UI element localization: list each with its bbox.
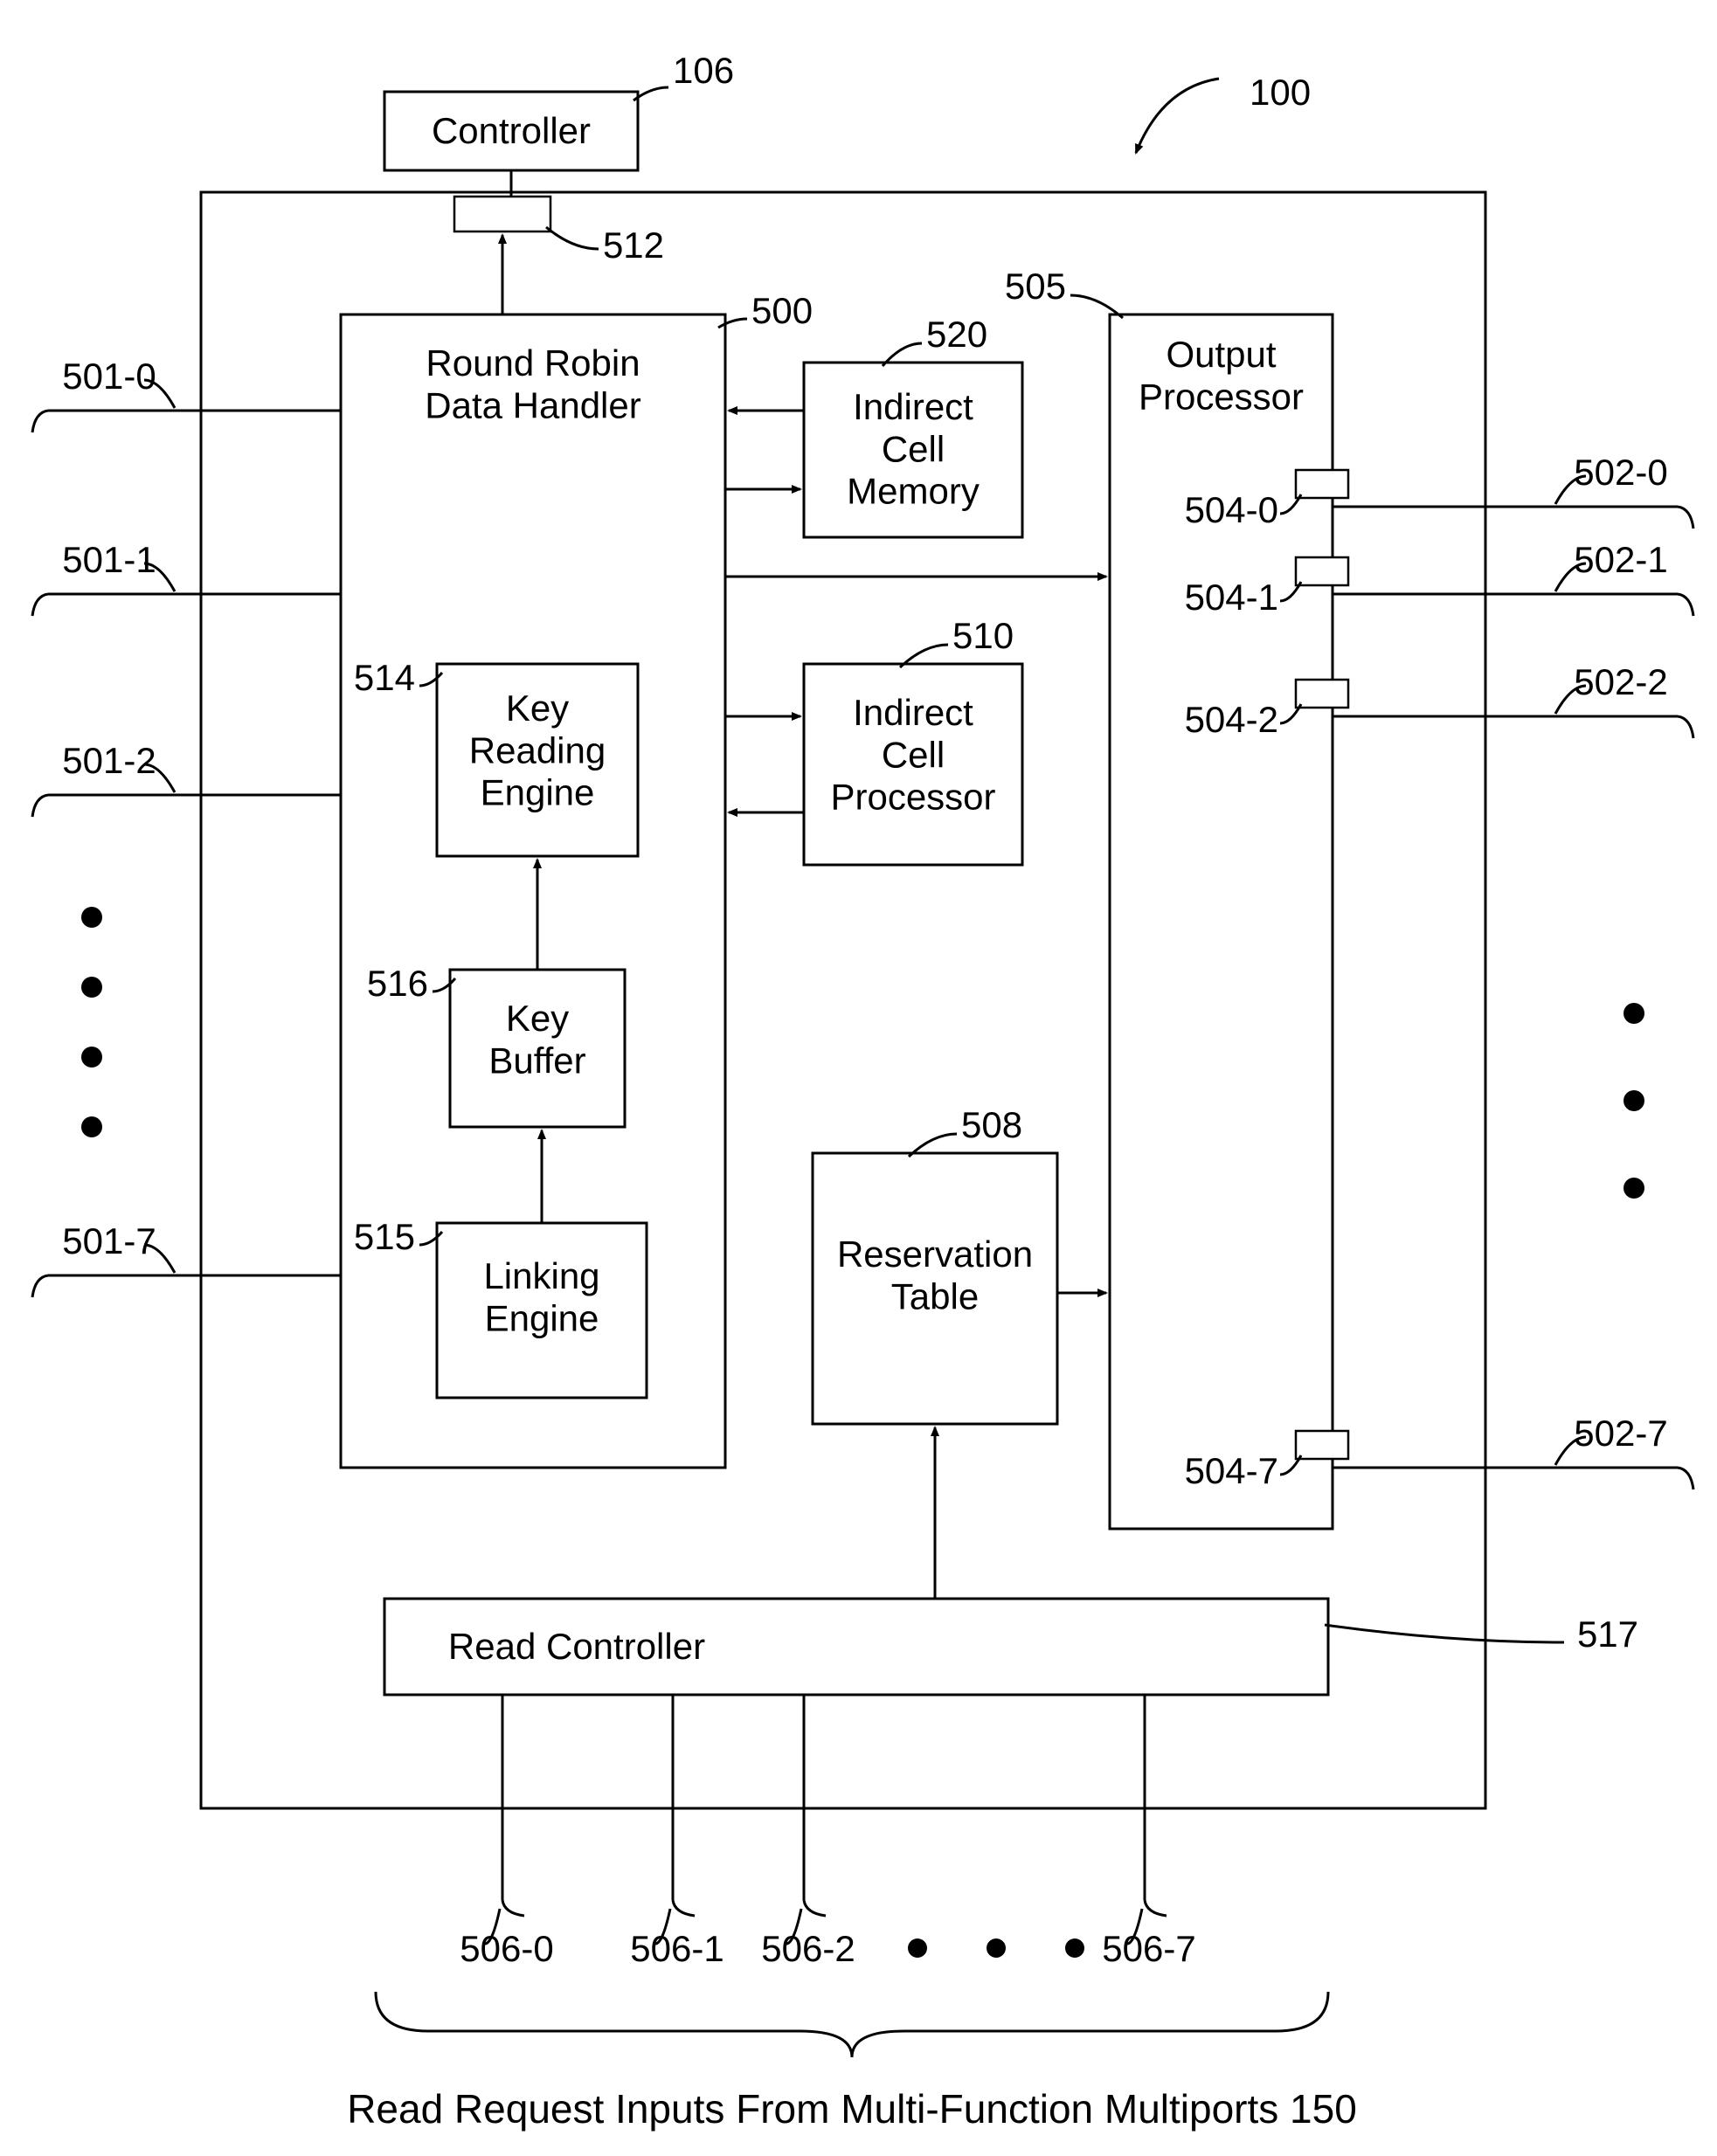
ref-516: 516 bbox=[367, 963, 428, 1004]
port-504-2 bbox=[1296, 680, 1348, 708]
ref-504-1: 504-1 bbox=[1185, 577, 1278, 618]
controller-label: Controller bbox=[432, 110, 591, 151]
ref-502-0: 502-0 bbox=[1574, 452, 1667, 493]
caption: Read Request Inputs From Multi-Function … bbox=[347, 2086, 1357, 2132]
ref-510: 510 bbox=[952, 615, 1014, 656]
input-hook bbox=[32, 594, 48, 616]
ref-501-0: 501-0 bbox=[62, 356, 156, 397]
output-hook bbox=[1678, 507, 1693, 529]
linking-engine-label: LinkingEngine bbox=[483, 1255, 599, 1338]
bottom-hook bbox=[502, 1900, 524, 1916]
ref-100: 100 bbox=[1250, 72, 1311, 113]
bottom-brace bbox=[376, 1992, 1328, 2057]
ref-506-7: 506-7 bbox=[1102, 1928, 1195, 1969]
ref-504-0: 504-0 bbox=[1185, 489, 1278, 530]
port-504-7 bbox=[1296, 1431, 1348, 1459]
ellipsis-dot bbox=[1624, 1178, 1644, 1199]
ellipsis-dot bbox=[81, 977, 102, 998]
bottom-hook bbox=[804, 1900, 826, 1916]
ellipsis-dot bbox=[908, 1938, 927, 1958]
input-hook bbox=[32, 795, 48, 817]
ref-504-7: 504-7 bbox=[1185, 1450, 1278, 1491]
output-hook bbox=[1678, 1468, 1693, 1489]
ref-502-2: 502-2 bbox=[1574, 661, 1667, 702]
ref-504-2: 504-2 bbox=[1185, 699, 1278, 740]
ellipsis-dot bbox=[1065, 1938, 1084, 1958]
ellipsis-dot bbox=[987, 1938, 1006, 1958]
port-512 bbox=[454, 197, 550, 231]
ref-502-1: 502-1 bbox=[1574, 539, 1667, 580]
ellipsis-dot bbox=[81, 1047, 102, 1068]
ref-506-1: 506-1 bbox=[630, 1928, 723, 1969]
ref-501-7: 501-7 bbox=[62, 1220, 156, 1261]
input-hook bbox=[32, 411, 48, 432]
rrdh-label: Round RobinData Handler bbox=[425, 342, 640, 425]
ref-506-0: 506-0 bbox=[460, 1928, 553, 1969]
ref-501-2: 501-2 bbox=[62, 740, 156, 781]
ellipsis-dot bbox=[81, 907, 102, 928]
ref-517: 517 bbox=[1577, 1614, 1638, 1655]
output-hook bbox=[1678, 594, 1693, 616]
ref-508: 508 bbox=[961, 1104, 1022, 1145]
read-controller-label: Read Controller bbox=[448, 1626, 705, 1667]
bottom-hook bbox=[1145, 1900, 1167, 1916]
ref-506-2: 506-2 bbox=[761, 1928, 855, 1969]
ref-505: 505 bbox=[1005, 266, 1066, 307]
ellipsis-dot bbox=[81, 1116, 102, 1137]
ref-515: 515 bbox=[354, 1216, 415, 1257]
bottom-hook bbox=[673, 1900, 695, 1916]
ref-501-1: 501-1 bbox=[62, 539, 156, 580]
output-hook bbox=[1678, 716, 1693, 738]
port-504-1 bbox=[1296, 557, 1348, 585]
ref-500: 500 bbox=[751, 290, 813, 331]
ellipsis-dot bbox=[1624, 1090, 1644, 1111]
ref-512: 512 bbox=[603, 225, 664, 266]
ref-520: 520 bbox=[926, 314, 987, 355]
ref-514: 514 bbox=[354, 657, 415, 698]
port-504-0 bbox=[1296, 470, 1348, 498]
ref-100-arrow bbox=[1136, 79, 1219, 153]
ref-106: 106 bbox=[673, 50, 734, 91]
ellipsis-dot bbox=[1624, 1003, 1644, 1024]
input-hook bbox=[32, 1275, 48, 1297]
ref-502-7: 502-7 bbox=[1574, 1413, 1667, 1454]
